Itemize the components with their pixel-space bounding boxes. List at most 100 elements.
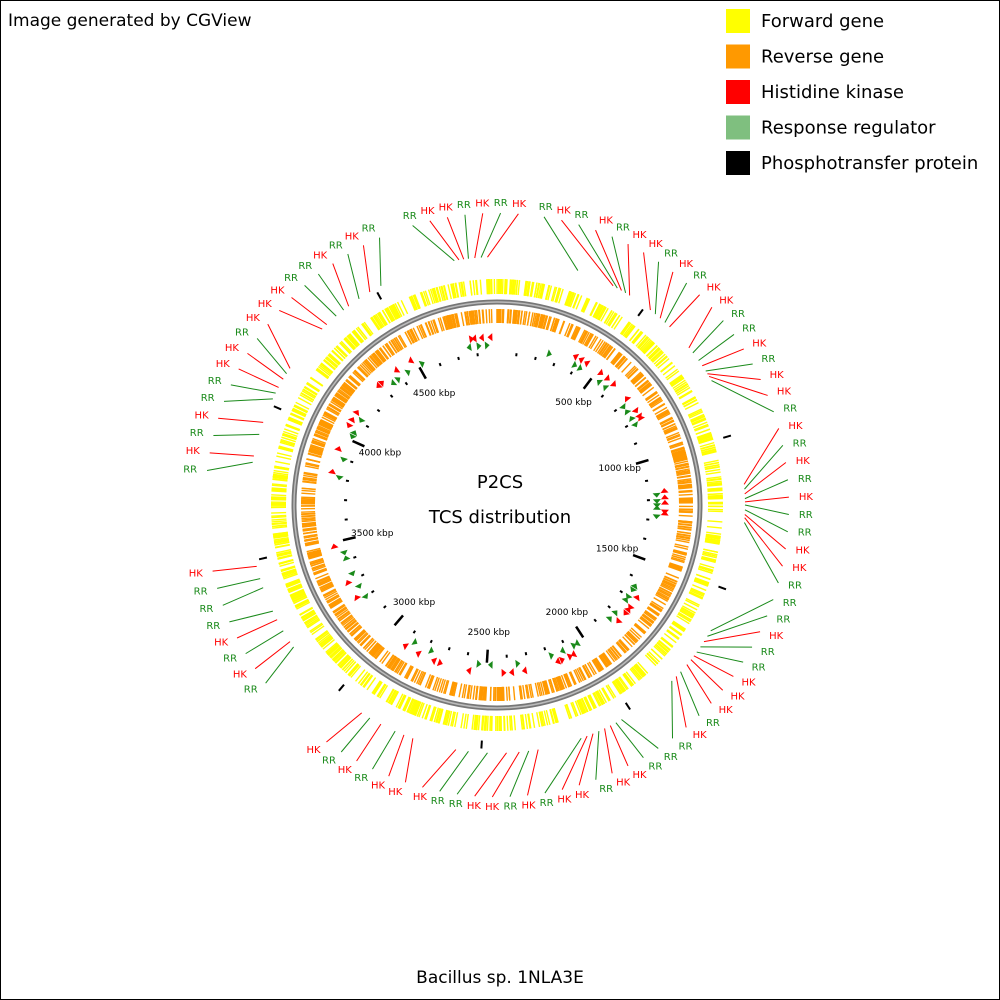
gene-mark [431,288,438,304]
gene-mark [706,531,722,535]
feature-marker [468,335,475,344]
feature-marker [605,616,612,623]
feature-label: RR [788,581,802,592]
gene-mark [566,323,573,338]
gene-mark [378,311,388,326]
gene-mark [528,684,533,699]
gene-mark [485,715,488,731]
minor-tick [383,605,387,609]
gene-mark [275,549,291,554]
gene-mark [432,287,439,303]
feature-leader [212,565,257,572]
gene-mark [292,594,307,603]
gene-mark [656,411,670,419]
gene-mark [698,566,714,572]
gene-mark [589,694,597,709]
gene-mark [343,381,356,392]
gene-mark [673,381,687,391]
gene-mark [593,303,602,318]
gene-mark [705,468,721,473]
feature-marker [404,369,411,377]
gene-mark [668,564,683,571]
feature-leader [474,752,507,797]
gene-mark [678,486,693,490]
gene-mark [655,409,669,418]
gene-mark [688,411,704,419]
gene-mark [632,331,643,344]
gene-mark [411,668,419,683]
feature-marker [548,652,554,660]
gene-mark [650,399,664,409]
feature-label: HK [730,692,745,703]
gene-mark [570,325,578,340]
feature-leader [509,750,530,797]
gene-mark [693,580,709,587]
feature-label: RR [457,200,471,211]
feature-leader [696,651,744,663]
gene-mark [276,452,292,458]
gene-mark [313,434,328,441]
gene-mark [435,287,441,302]
gene-mark [286,581,301,588]
gene-mark [596,690,606,705]
gene-mark [689,591,704,599]
gene-mark [384,343,394,356]
gene-mark [302,530,318,535]
gene-mark [433,707,440,723]
feature-label: HK [270,285,285,296]
gene-mark [304,540,319,545]
gene-mark [432,319,439,334]
gene-mark [692,584,707,592]
feature-label: HK [770,370,785,381]
gene-mark [281,434,297,441]
gene-mark [321,585,335,593]
gene-mark [334,606,347,616]
gene-mark [699,563,715,569]
gene-mark [369,317,380,331]
gene-mark [527,713,531,729]
gene-mark [660,637,673,648]
gene-mark [285,580,301,588]
feature-label: HK [796,546,811,557]
gene-mark [602,345,612,358]
gene-mark [545,316,551,330]
feature-marker [354,595,362,602]
gene-mark [363,360,375,372]
gene-mark [641,613,654,624]
gene-mark [672,453,687,459]
gene-mark [611,681,622,695]
tick [342,536,356,542]
feature-marker [466,667,472,675]
gene-mark [364,638,375,651]
gene-mark [348,333,360,346]
feature-leader [744,517,783,567]
gene-mark [554,287,561,303]
gene-mark [464,311,469,326]
gene-mark [436,708,442,724]
feature-label: HK [313,250,328,261]
feature-label: HK [707,283,722,294]
gene-mark [676,475,691,479]
gene-mark [543,680,549,695]
gene-mark [429,706,436,722]
gene-mark [303,472,318,477]
gene-mark [638,336,650,350]
gene-mark [700,444,716,450]
feature-leader [710,599,774,632]
gene-mark [610,646,621,659]
gene-mark [360,673,371,687]
gene-mark [302,611,316,621]
gene-mark [707,495,723,498]
feature-leader [209,452,254,457]
gene-mark [517,310,521,325]
gene-mark [302,477,317,482]
gene-mark [326,643,339,655]
tick [575,625,585,639]
gene-mark [363,675,374,689]
minor-tick [524,652,528,656]
feature-leader [347,253,360,300]
gene-mark [409,296,417,311]
gene-mark [572,326,580,341]
gene-mark [319,363,333,374]
gene-mark [304,385,318,395]
